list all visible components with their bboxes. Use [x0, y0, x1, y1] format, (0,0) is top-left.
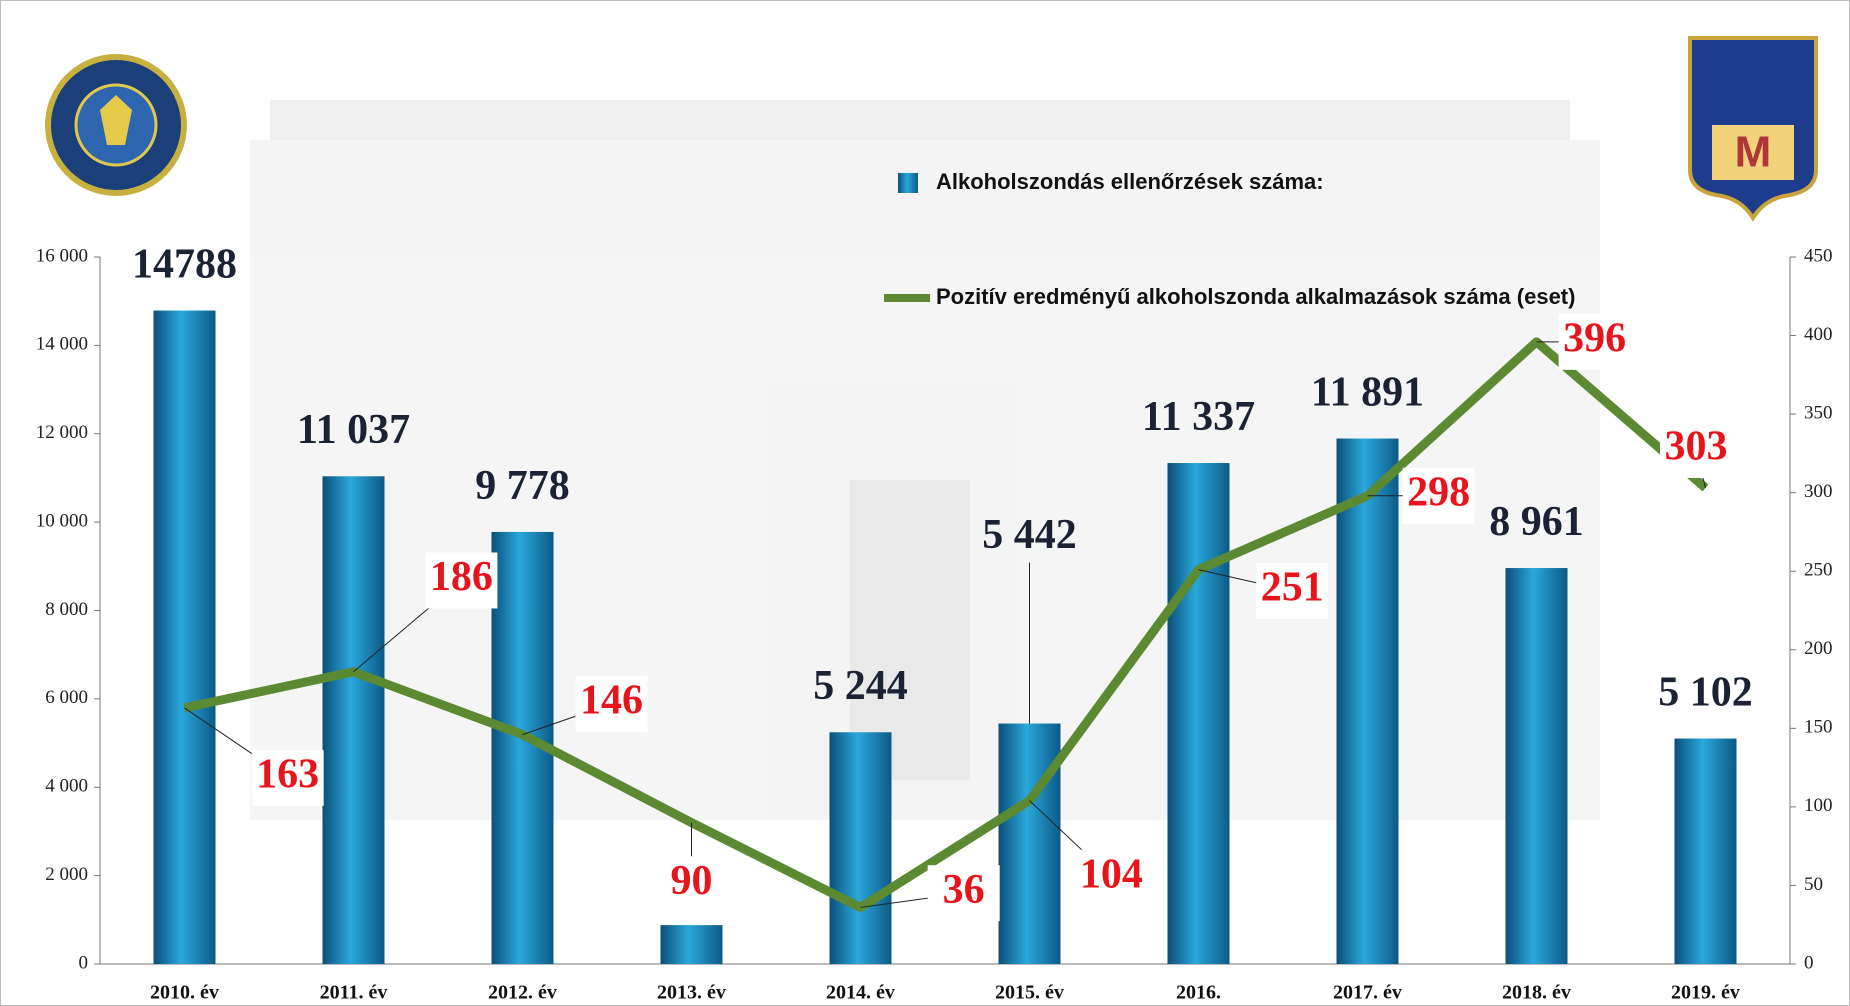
bar [323, 476, 385, 964]
y2-tick-label: 450 [1804, 245, 1833, 266]
y-tick-label: 4 000 [45, 776, 88, 797]
bar-value-label: 11 891 [1311, 370, 1424, 416]
x-tick-label: 2016. [1176, 982, 1221, 1004]
svg-text:M: M [1735, 128, 1772, 177]
line-value-label: 163 [256, 752, 319, 798]
line-value-label: 104 [1080, 851, 1143, 897]
line-value-label: 251 [1261, 565, 1324, 611]
x-tick-label: 2018. év [1502, 982, 1571, 1004]
x-tick-label: 2019. év [1671, 982, 1740, 1004]
y-tick-label: 10 000 [36, 510, 88, 531]
x-tick-label: 2012. év [488, 982, 557, 1004]
bar [999, 724, 1061, 964]
y-tick-label: 8 000 [45, 599, 88, 620]
bar-value-label: 5 102 [1658, 670, 1753, 716]
chart: M 0 2 000 4 000 6 000 8 000 10 000 12 000 14 00… [0, 0, 1850, 1006]
y2-tick-label: 200 [1804, 638, 1833, 659]
bar [154, 311, 216, 964]
y-tick-label: 0 [79, 952, 89, 973]
bar-value-label: 11 037 [297, 407, 410, 453]
bar-value-label: 14788 [132, 241, 237, 287]
y-tick-label: 14 000 [36, 334, 88, 355]
y2-tick-label: 350 [1804, 402, 1833, 423]
y2-tick-label: 300 [1804, 481, 1833, 502]
bar-value-label: 9 778 [475, 463, 570, 509]
y2-tick-label: 250 [1804, 560, 1833, 581]
y2-tick-label: 100 [1804, 795, 1833, 816]
bar [1168, 463, 1230, 964]
line-value-label: 186 [430, 554, 493, 600]
bar [1675, 739, 1737, 964]
line-value-label: 36 [943, 867, 985, 913]
bar [830, 732, 892, 964]
x-tick-label: 2015. év [995, 982, 1064, 1004]
y2-tick-label: 0 [1804, 952, 1814, 973]
line-value-label: 298 [1407, 469, 1470, 515]
y-tick-label: 2 000 [45, 864, 88, 885]
line-value-label: 303 [1665, 424, 1728, 470]
y-tick-label: 16 000 [36, 245, 88, 266]
x-tick-label: 2014. év [826, 982, 895, 1004]
y2-tick-label: 150 [1804, 717, 1833, 738]
y-tick-label: 6 000 [45, 687, 88, 708]
coat-of-arms: M [1690, 38, 1816, 218]
x-tick-label: 2010. év [150, 982, 219, 1004]
bar-value-label: 11 337 [1142, 394, 1255, 440]
y2-tick-label: 50 [1804, 874, 1823, 895]
bar [1506, 568, 1568, 964]
legend-label: Alkoholszondás ellenőrzések száma: [936, 169, 1324, 194]
line-value-label: 90 [671, 858, 713, 904]
bar-value-label: 8 961 [1489, 499, 1584, 545]
line-value-label: 146 [580, 677, 643, 723]
bar-value-label: 5 442 [982, 512, 1077, 558]
police-logo [48, 57, 184, 193]
y-tick-label: 12 000 [36, 422, 88, 443]
bar [661, 925, 723, 964]
x-tick-label: 2017. év [1333, 982, 1402, 1004]
bar [1337, 439, 1399, 964]
x-tick-label: 2013. év [657, 982, 726, 1004]
legend-swatch [898, 173, 918, 193]
line-value-label: 396 [1563, 315, 1626, 361]
y2-tick-label: 400 [1804, 324, 1833, 345]
bar-value-label: 5 244 [813, 663, 908, 709]
legend-label: Pozitív eredményű alkoholszonda alkalmaz… [936, 284, 1575, 309]
x-tick-label: 2011. év [320, 982, 388, 1004]
